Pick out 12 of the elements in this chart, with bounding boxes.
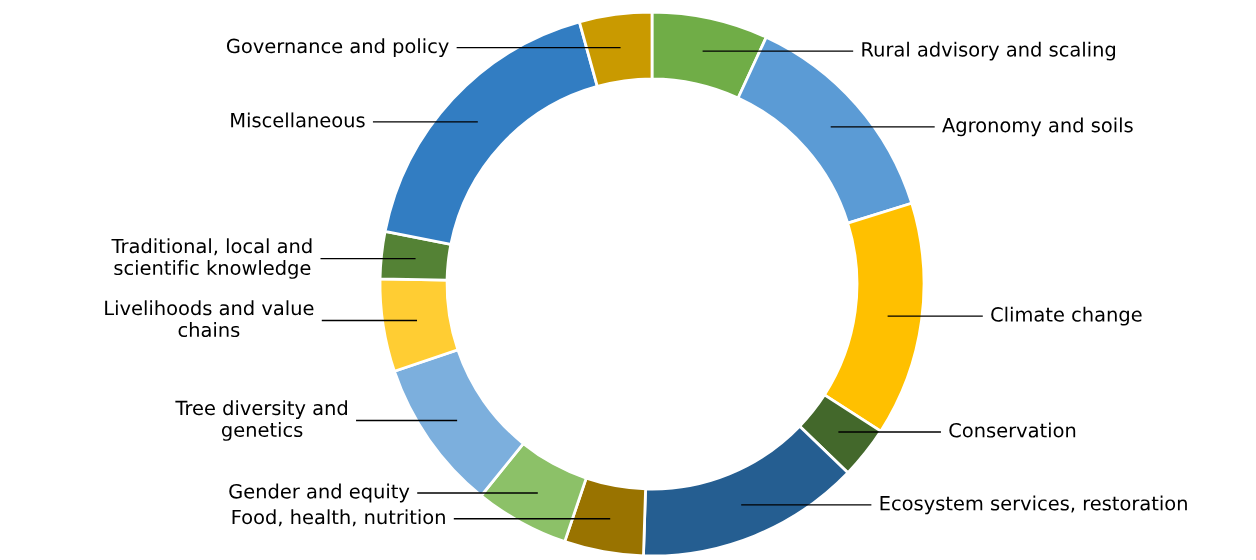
slice-label: Livelihoods and value chains — [105, 300, 314, 338]
slice-label: Climate change — [991, 306, 1142, 326]
slice-label: Agronomy and soils — [942, 117, 1133, 137]
slice-label: Miscellaneous — [231, 112, 365, 128]
slice-label: Traditional, local and scientific knowledge — [111, 238, 312, 279]
slice-label: Food, health, nutrition — [232, 509, 445, 527]
slice-label: Conservation — [949, 422, 1076, 438]
slice-label: Rural advisory and scaling — [862, 41, 1116, 61]
slice-label: Gender and equity — [229, 483, 410, 503]
slice-label: Governance and policy — [226, 38, 449, 58]
slice-label: Ecosystem services, restoration — [880, 495, 1187, 515]
slice-label: Tree diversity and genetics — [175, 400, 347, 441]
